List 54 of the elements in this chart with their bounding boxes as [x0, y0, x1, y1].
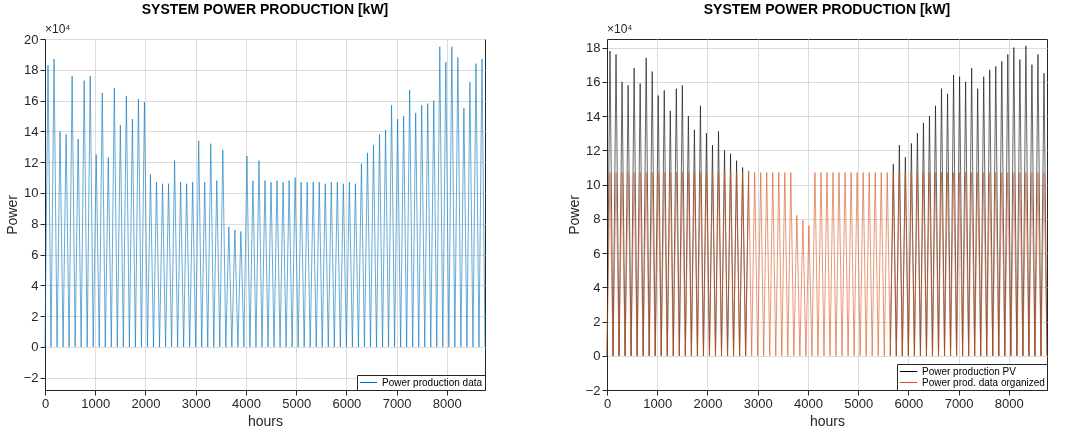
line-series	[44, 46, 486, 348]
y-tick-label: 14	[24, 123, 39, 139]
y-tick-label: 4	[31, 277, 39, 293]
y-tick-label: 0	[593, 348, 601, 364]
x-tick-label: 7000	[944, 395, 974, 411]
y-tick-label: 4	[593, 279, 601, 295]
y-tick-label: 2	[31, 308, 39, 324]
x-tick-label: 5000	[282, 395, 312, 411]
legend-label: Power prod. data organized	[922, 376, 1045, 388]
y-tick-label: −2	[23, 370, 39, 386]
y-tick-label: 12	[586, 142, 601, 158]
y-tick-label: 12	[24, 154, 39, 170]
y-tick-label: 2	[593, 314, 601, 330]
y-tick-label: 16	[586, 74, 601, 90]
y-axis-title: Power	[3, 194, 20, 235]
chart-title: SYSTEM POWER PRODUCTION [kW]	[703, 1, 951, 17]
x-tick-label: 1000	[643, 395, 673, 411]
legend-label: Power production PV	[922, 365, 1017, 377]
y-tick-label: 18	[24, 62, 39, 78]
x-tick-label: 0	[41, 395, 50, 411]
legend-label: Power production data	[382, 376, 483, 388]
text: ×10⁴	[607, 22, 633, 36]
y-tick-label: 8	[31, 216, 39, 232]
y-tick-label: 20	[24, 31, 39, 47]
x-tick-label: 5000	[844, 395, 874, 411]
y-tick-label: 10	[586, 177, 601, 193]
x-tick-label: 4000	[793, 395, 823, 411]
y-tick-label: 6	[31, 247, 39, 263]
y-tick-label: 18	[586, 40, 601, 56]
x-tick-label: 8000	[994, 395, 1024, 411]
x-tick-label: 2000	[693, 395, 723, 411]
x-tick-label: 0	[603, 395, 612, 411]
text: ×10⁴	[45, 22, 71, 36]
chart-title: SYSTEM POWER PRODUCTION [kW]	[141, 1, 389, 17]
y-tick-label: 8	[593, 211, 601, 227]
x-tick-label: 3000	[181, 395, 211, 411]
x-tick-label: 8000	[432, 395, 462, 411]
x-axis-title: hours	[809, 412, 846, 429]
y-tick-label: 10	[24, 185, 39, 201]
y-tick-label: 6	[593, 245, 601, 261]
y-tick-label: 14	[586, 108, 601, 124]
y-tick-label: 0	[31, 339, 39, 355]
x-tick-label: 4000	[231, 395, 261, 411]
x-tick-label: 6000	[332, 395, 362, 411]
x-tick-label: 1000	[81, 395, 111, 411]
y-axis-title: Power	[565, 194, 582, 235]
x-tick-label: 2000	[131, 395, 161, 411]
x-axis-title: hours	[247, 412, 284, 429]
line-series	[606, 172, 1048, 357]
x-tick-label: 3000	[743, 395, 773, 411]
x-tick-label: 7000	[382, 395, 412, 411]
x-tick-label: 6000	[894, 395, 924, 411]
y-tick-label: −2	[585, 382, 601, 398]
y-tick-label: 16	[24, 93, 39, 109]
